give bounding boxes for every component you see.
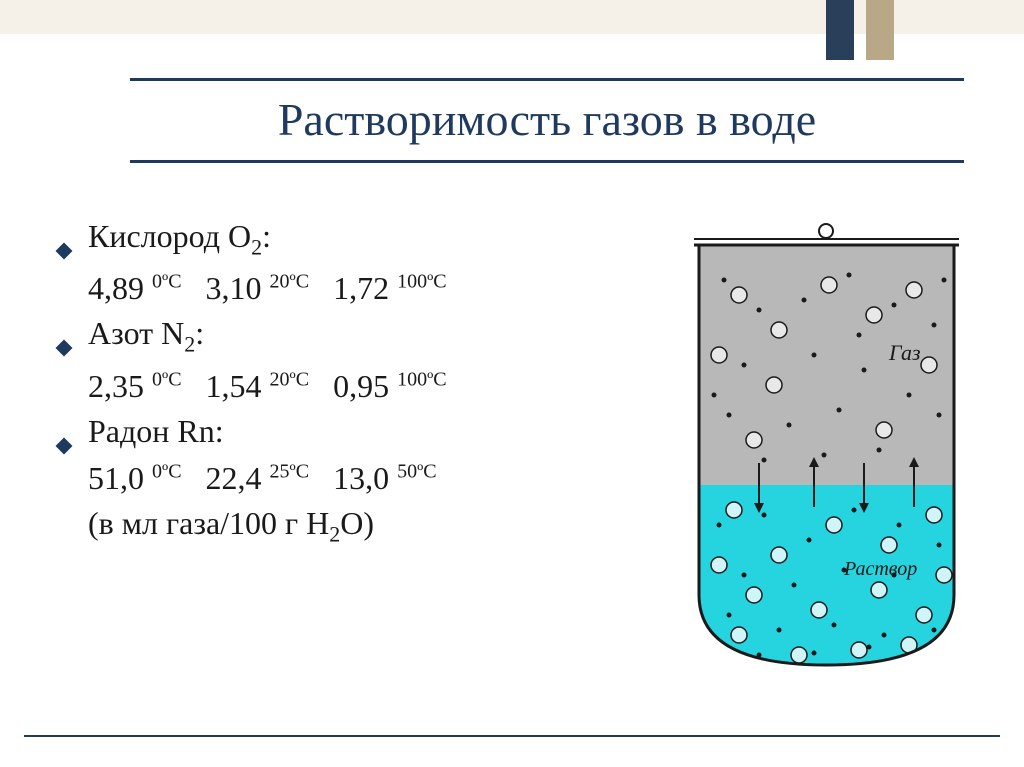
label-sub: 2	[184, 332, 195, 357]
cap-p3: О)	[340, 505, 374, 541]
cap-p2: 2	[329, 521, 340, 546]
cap-p1: (в мл газа/100 г Н	[88, 505, 329, 541]
accent-block-tan	[866, 0, 894, 60]
data-row-oxygen: 4,89 0ºС 3,10 20ºС 1,72 100ºС	[88, 270, 618, 307]
data-row-radon: 51,0 0ºС 22,4 25ºС 13,0 50ºС	[88, 460, 618, 497]
item-header-oxygen: Кислород О2:	[58, 218, 618, 260]
slide-bottom-line	[24, 735, 1000, 737]
temp: 20ºС	[270, 368, 310, 390]
item-label-radon: Радон Rn:	[88, 413, 224, 450]
val: 4,89	[88, 270, 144, 306]
temp: 0ºС	[152, 271, 182, 293]
item-label-oxygen: Кислород О2:	[88, 218, 271, 260]
val: 51,0	[88, 460, 144, 496]
temp: 100ºС	[397, 271, 447, 293]
label-text: Радон Rn:	[88, 413, 224, 449]
title-area: Растворимость газов в воде	[130, 78, 964, 163]
caption: (в мл газа/100 г Н2О)	[88, 505, 618, 547]
lid-ring-icon	[819, 224, 833, 238]
val: 13,0	[333, 460, 389, 496]
val: 22,4	[206, 460, 262, 496]
bullet-icon	[56, 437, 73, 454]
label-sfx: :	[262, 218, 271, 254]
gas-label: Газ	[888, 340, 921, 365]
val: 1,72	[333, 270, 389, 306]
item-label-nitrogen: Азот N2:	[88, 315, 204, 357]
page-title: Растворимость газов в воде	[130, 81, 964, 160]
bullet-icon	[56, 340, 73, 357]
label-sub: 2	[251, 234, 262, 259]
data-row-nitrogen: 2,35 0ºС 1,54 20ºС 0,95 100ºС	[88, 368, 618, 405]
label-text: Азот N	[88, 315, 184, 351]
title-line-bottom	[130, 160, 964, 163]
val: 2,35	[88, 368, 144, 404]
temp: 0ºС	[152, 368, 182, 390]
label-text: Кислород О	[88, 218, 251, 254]
val: 1,54	[206, 368, 262, 404]
temp: 0ºС	[152, 460, 182, 482]
item-header-nitrogen: Азот N2:	[58, 315, 618, 357]
bullet-icon	[56, 243, 73, 260]
val: 0,95	[333, 368, 389, 404]
content-body: Кислород О2: 4,89 0ºС 3,10 20ºС 1,72 100…	[58, 210, 618, 547]
accent-block-dark	[826, 0, 854, 60]
temp: 50ºС	[397, 460, 437, 482]
solubility-diagram: Газ Раствор	[684, 215, 969, 670]
temp: 25ºС	[270, 460, 310, 482]
temp: 20ºС	[270, 271, 310, 293]
solution-label: Раствор	[843, 558, 917, 580]
gas-region	[684, 215, 969, 485]
accent-blocks	[826, 0, 894, 60]
temp: 100ºС	[397, 368, 447, 390]
val: 3,10	[206, 270, 262, 306]
item-header-radon: Радон Rn:	[58, 413, 618, 450]
label-sfx: :	[195, 315, 204, 351]
